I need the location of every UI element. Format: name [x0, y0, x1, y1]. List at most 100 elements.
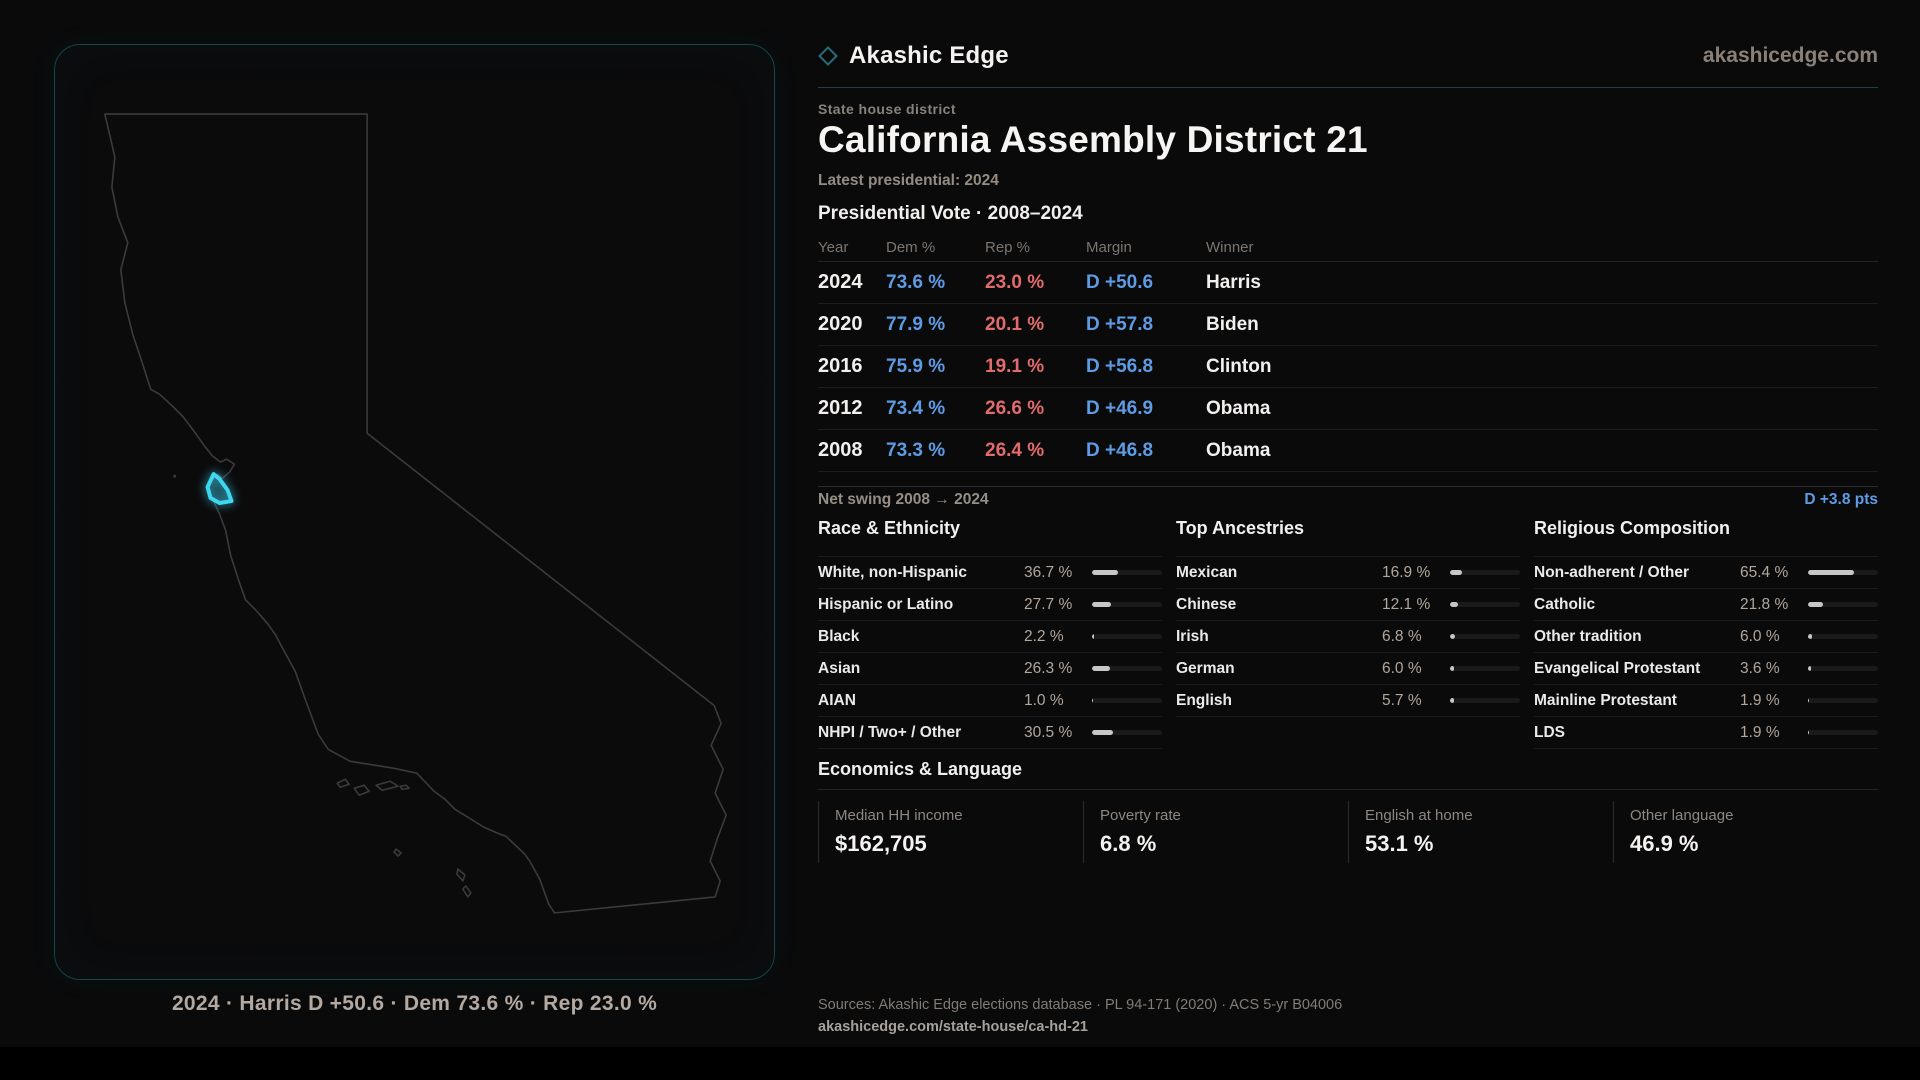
vote-cell-winner: Obama	[1206, 397, 1271, 419]
stat-label: Other language	[1630, 807, 1734, 824]
stat-card: Poverty rate 6.8 %	[1083, 801, 1348, 863]
demographic-value: 26.3 %	[1024, 659, 1073, 677]
vote-table-row: 2016 75.9 % 19.1 % D +56.8 Clinton	[818, 346, 1878, 388]
demographic-column-title: Top Ancestries	[1176, 518, 1305, 538]
demographic-label: NHPI / Two+ / Other	[818, 723, 962, 741]
vote-cell-winner: Biden	[1206, 313, 1259, 335]
stat-value: $162,705	[835, 831, 927, 856]
stat-card: Median HH income $162,705	[818, 801, 1083, 863]
demographic-column-title: Race & Ethnicity	[818, 518, 961, 538]
stat-value: 53.1 %	[1365, 831, 1434, 856]
demographic-row: German 6.0 %	[1176, 653, 1520, 685]
demographic-list: Non-adherent / Other 65.4 % Catholic 21.8 %…	[1534, 556, 1878, 749]
demographic-row: Asian 26.3 %	[818, 653, 1162, 685]
demographic-value: 12.1 %	[1382, 595, 1431, 613]
net-swing-value: D +3.8 pts	[1804, 491, 1878, 508]
vote-cell-winner: Clinton	[1206, 355, 1272, 377]
district-kicker: State house district	[818, 101, 956, 117]
vote-cell-winner: Obama	[1206, 439, 1271, 461]
demographic-label: Mainline Protestant	[1534, 691, 1677, 709]
presidential-vote-table: Year Dem % Rep % Margin Winner 2024 73.6 % 23.…	[818, 234, 1878, 472]
stat-value: 6.8 %	[1100, 831, 1157, 856]
map-caption: 2024 · Harris D +50.6 · Dem 73.6 % · Rep…	[171, 992, 658, 1015]
demographic-label: AIAN	[818, 691, 856, 709]
demographic-label: English	[1176, 691, 1232, 709]
header-divider	[818, 87, 1878, 88]
demographic-row: Mexican 16.9 %	[1176, 557, 1520, 589]
demographic-bar	[1092, 698, 1162, 703]
vote-table-row: 2020 77.9 % 20.1 % D +57.8 Biden	[818, 304, 1878, 346]
demographic-value: 6.0 %	[1382, 659, 1422, 677]
demographic-value: 1.9 %	[1740, 691, 1780, 709]
demographic-row: Chinese 12.1 %	[1176, 589, 1520, 621]
stat-card: Other language 46.9 %	[1613, 801, 1878, 863]
demographic-column: Religious Composition Non-adherent / Othe…	[1534, 518, 1878, 749]
bottom-strip	[0, 1047, 1920, 1080]
demographic-label: Irish	[1176, 627, 1209, 645]
demographic-bar	[1450, 698, 1520, 703]
footer-permalink-link[interactable]: akashicedge.com/state-house/ca-hd-21	[818, 1019, 1088, 1035]
demographic-row: Irish 6.8 %	[1176, 621, 1520, 653]
vote-cell-rep: 23.0 %	[985, 271, 1045, 293]
demographic-bar	[1808, 570, 1878, 575]
district-21-shape[interactable]	[205, 472, 234, 506]
demographic-value: 6.8 %	[1382, 627, 1422, 645]
demographic-label: Other tradition	[1534, 627, 1642, 645]
demographic-label: Hispanic or Latino	[818, 595, 954, 613]
demographic-row: English 5.7 %	[1176, 685, 1520, 717]
stat-card: English at home 53.1 %	[1348, 801, 1613, 863]
vote-cell-margin: D +56.8	[1086, 355, 1154, 377]
channel-islands	[336, 778, 472, 898]
section-divider	[818, 486, 1878, 487]
vote-cell-margin: D +46.8	[1086, 439, 1154, 461]
demographic-row: Non-adherent / Other 65.4 %	[1534, 557, 1878, 589]
vote-table-row: 2012 73.4 % 26.6 % D +46.9 Obama	[818, 388, 1878, 430]
demographic-value: 1.0 %	[1024, 691, 1064, 709]
vote-cell-margin: D +50.6	[1086, 271, 1154, 293]
demographic-value: 16.9 %	[1382, 563, 1431, 581]
demographic-row: Evangelical Protestant 3.6 %	[1534, 653, 1878, 685]
vote-cell-dem: 73.4 %	[886, 397, 946, 419]
vote-cell-dem: 75.9 %	[886, 355, 946, 377]
vote-cell-year: 2016	[818, 355, 863, 377]
vote-table-title: Presidential Vote · 2008–2024	[818, 203, 1083, 224]
vote-cell-rep: 19.1 %	[985, 355, 1045, 377]
demographic-label: Non-adherent / Other	[1534, 563, 1690, 581]
economics-divider	[818, 789, 1878, 790]
demographic-bar	[1808, 698, 1878, 703]
demographic-column: Top Ancestries Mexican 16.9 % Chinese 12.1 %…	[1176, 518, 1520, 749]
demographic-bar	[1092, 570, 1162, 575]
demographic-column-title: Religious Composition	[1534, 518, 1730, 538]
demographic-row: NHPI / Two+ / Other 30.5 %	[818, 717, 1162, 749]
demographic-bar	[1808, 602, 1878, 607]
demographic-label: Asian	[818, 659, 861, 677]
demographic-column: Race & Ethnicity White, non-Hispanic 36.7 …	[818, 518, 1162, 749]
demographic-list: White, non-Hispanic 36.7 % Hispanic or Lat…	[818, 556, 1162, 749]
page-title: California Assembly District 21	[818, 119, 1368, 160]
vote-cell-dem: 73.6 %	[886, 271, 946, 293]
brand-domain-link[interactable]: akashicedge.com	[1702, 44, 1878, 67]
vote-cell-year: 2020	[818, 313, 863, 335]
demographic-bar	[1808, 730, 1878, 735]
demographic-bar	[1808, 666, 1878, 671]
vote-cell-dem: 73.3 %	[886, 439, 946, 461]
demographic-row: Hispanic or Latino 27.7 %	[818, 589, 1162, 621]
demographic-list: Mexican 16.9 % Chinese 12.1 % Irish 6.8 % Germ…	[1176, 556, 1520, 717]
vote-cell-year: 2024	[818, 271, 863, 293]
stat-label: Poverty rate	[1100, 807, 1181, 824]
demographic-label: Mexican	[1176, 563, 1238, 581]
demographic-value: 65.4 %	[1740, 563, 1789, 581]
demographic-value: 1.9 %	[1740, 723, 1780, 741]
demographic-value: 27.7 %	[1024, 595, 1073, 613]
district-map-panel	[54, 44, 775, 980]
report-column: Akashic Edge akashicedge.com State house…	[818, 0, 1878, 1080]
vote-cell-rep: 26.6 %	[985, 397, 1045, 419]
brand-name: Akashic Edge	[849, 42, 1009, 69]
brand-bar: Akashic Edge akashicedge.com	[818, 38, 1878, 74]
demographics-grid: Race & Ethnicity White, non-Hispanic 36.7 …	[818, 518, 1878, 749]
demographic-bar	[1092, 602, 1162, 607]
demographic-value: 3.6 %	[1740, 659, 1780, 677]
demographic-label: Evangelical Protestant	[1534, 659, 1701, 677]
demographic-value: 30.5 %	[1024, 723, 1073, 741]
